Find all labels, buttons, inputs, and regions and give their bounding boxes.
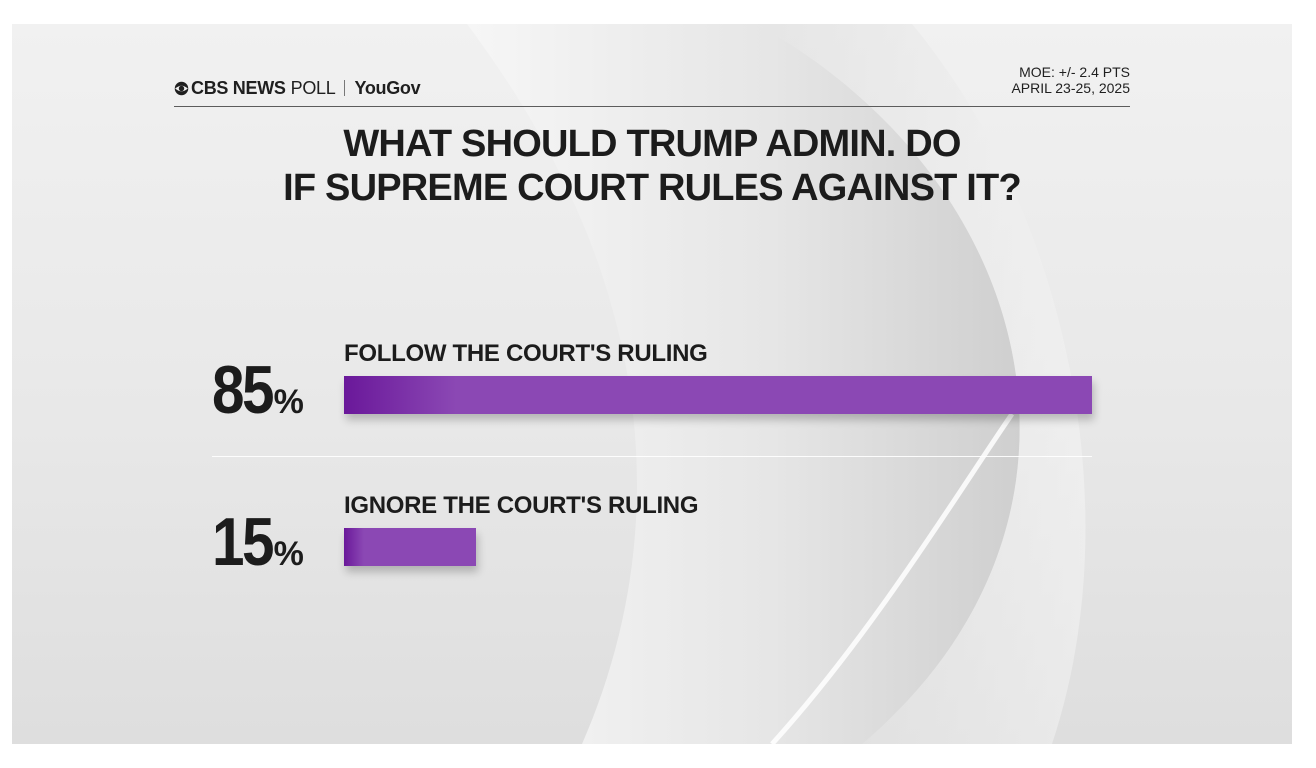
- partner-name: YouGov: [354, 77, 421, 98]
- bar-row-follow: 85% FOLLOW THE COURT'S RULING: [12, 340, 1292, 440]
- poll-graphic: CBS NEWS POLL YouGov MOE: +/- 2.4 PTS AP…: [12, 24, 1292, 744]
- row-divider: [212, 456, 1092, 457]
- logo-separator: [344, 80, 346, 96]
- chart-title-line-2: IF SUPREME COURT RULES AGAINST IT?: [283, 167, 1022, 209]
- percent-sign: %: [273, 535, 304, 573]
- brand-name: CBS NEWS: [191, 77, 286, 98]
- margin-of-error: MOE: +/- 2.4 PTS: [1019, 64, 1130, 80]
- value-number: 85: [212, 352, 274, 428]
- bar-ignore: [344, 528, 476, 566]
- chart-title: WHAT SHOULD TRUMP ADMIN. DO IF SUPREME C…: [174, 122, 1130, 210]
- cbs-news-poll-logo: CBS NEWS POLL YouGov: [174, 76, 421, 100]
- bar-row-ignore: 15% IGNORE THE COURT'S RULING: [12, 492, 1292, 592]
- percent-sign: %: [273, 383, 304, 421]
- poll-dates: APRIL 23-25, 2025: [1011, 80, 1130, 96]
- value-label: 15%: [212, 508, 304, 576]
- chart-title-line-1: WHAT SHOULD TRUMP ADMIN. DO: [343, 123, 961, 165]
- brand-suffix: POLL: [290, 77, 336, 98]
- header-rule: [174, 106, 1130, 107]
- cbs-eye-icon: [174, 81, 189, 95]
- value-label: 85%: [212, 356, 304, 424]
- bar-follow: [344, 376, 1092, 414]
- value-number: 15: [212, 504, 274, 580]
- category-label: IGNORE THE COURT'S RULING: [344, 492, 699, 519]
- poll-meta: MOE: +/- 2.4 PTS APRIL 23-25, 2025: [1011, 64, 1130, 96]
- category-label: FOLLOW THE COURT'S RULING: [344, 340, 708, 367]
